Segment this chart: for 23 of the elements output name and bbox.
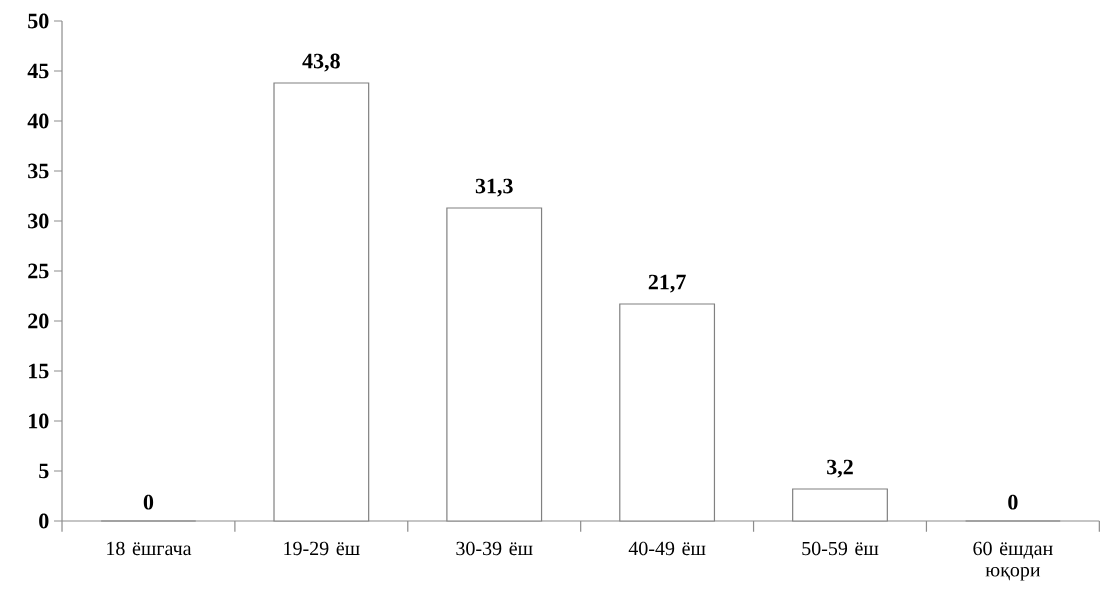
x-tick-label: 18 ёшгача bbox=[107, 541, 192, 556]
x-tick-label: 30-39 ёш bbox=[456, 541, 533, 556]
data-label: 3,2 bbox=[827, 459, 853, 478]
x-tick-label: 60 ёшдан юқори bbox=[973, 541, 1053, 581]
y-tick-label: 20 bbox=[28, 313, 49, 329]
y-tick-label: 45 bbox=[27, 63, 49, 79]
y-tick-label: 35 bbox=[28, 163, 49, 179]
data-label: 43,8 bbox=[302, 53, 340, 72]
y-tick-label: 40 bbox=[27, 113, 49, 129]
y-tick-label: 5 bbox=[39, 463, 49, 479]
data-label: 21,7 bbox=[648, 274, 686, 293]
data-label: 0 bbox=[1008, 494, 1018, 510]
x-tick-label: 40-49 ёш bbox=[628, 541, 706, 556]
x-tick-label: 19-29 ёш bbox=[284, 541, 360, 556]
y-tick-label: 0 bbox=[39, 513, 49, 529]
data-label: 31,3 bbox=[475, 178, 513, 197]
data-label: 0 bbox=[143, 494, 154, 510]
y-tick-label: 25 bbox=[28, 263, 49, 279]
x-tick-label: 50-59 ёш bbox=[802, 541, 879, 556]
y-tick-label: 30 bbox=[28, 213, 49, 229]
y-tick-label: 10 bbox=[29, 413, 49, 429]
y-tick-label: 15 bbox=[29, 363, 49, 379]
y-tick-label: 50 bbox=[28, 13, 49, 29]
